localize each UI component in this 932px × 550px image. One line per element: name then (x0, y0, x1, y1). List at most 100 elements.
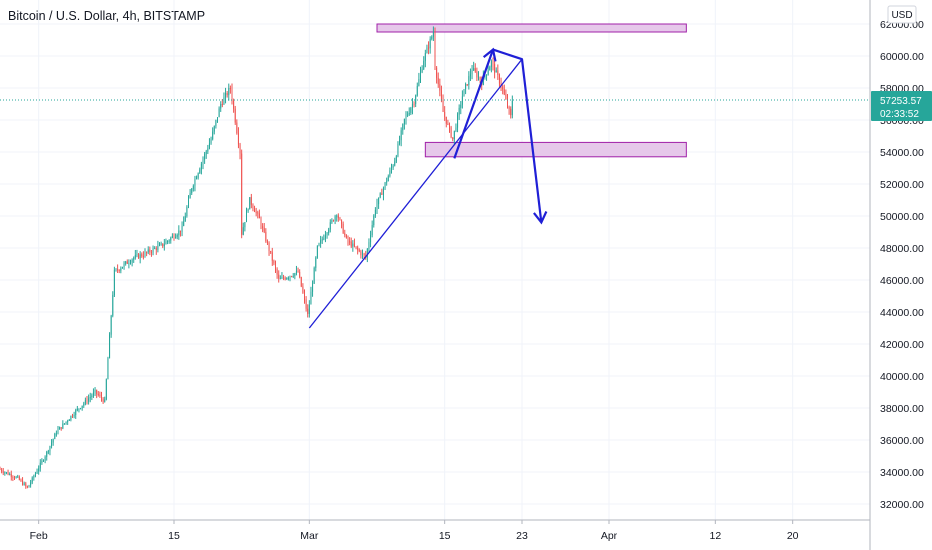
candle-body (276, 268, 278, 275)
candle-body (236, 122, 238, 134)
candle-body (352, 243, 354, 247)
candle-body (118, 270, 120, 272)
candlestick-series (0, 26, 513, 489)
candle-body (292, 276, 294, 278)
candle-body (44, 456, 46, 461)
candle-body (102, 398, 104, 402)
candle-body (179, 230, 181, 232)
time-axis[interactable]: Feb 15 Mar 15 23 Apr 12 20 (0, 519, 870, 542)
candle-body (188, 198, 189, 208)
candle-body (424, 53, 426, 61)
candle-body (392, 165, 394, 168)
candle-body (471, 70, 473, 75)
candle-body (415, 95, 417, 104)
candle-body (421, 69, 423, 73)
candle-body (41, 460, 43, 463)
candle-body (167, 241, 169, 243)
candle-body (266, 241, 268, 243)
candle-body (305, 299, 307, 309)
candle-body (337, 215, 339, 219)
x-tick-label: Mar (300, 530, 319, 542)
candle-body (18, 476, 20, 480)
candle-body (212, 131, 214, 140)
candle-body (407, 114, 409, 116)
candle-body (479, 77, 481, 81)
candle-body (9, 474, 11, 476)
candle-body (81, 405, 83, 409)
candle-body (117, 269, 119, 271)
candle-body (234, 108, 236, 123)
candle-body (67, 420, 69, 422)
candle-body (263, 227, 265, 232)
currency-label: USD (891, 10, 912, 21)
candle-body (5, 472, 7, 474)
candle-body (247, 209, 249, 212)
candle-body (68, 419, 70, 421)
candle-body (300, 277, 302, 287)
price-axis[interactable]: 32000.00 34000.00 36000.00 38000.00 40000.00… (869, 0, 924, 550)
grid-lines (0, 0, 870, 520)
candle-body (86, 399, 88, 402)
candle-body (507, 99, 508, 107)
candle-body (110, 315, 112, 335)
candle-body (105, 379, 107, 400)
candle-body (460, 104, 462, 108)
candle-body (12, 476, 14, 478)
candle-body (254, 208, 256, 212)
candle-body (181, 226, 183, 232)
candle-body (302, 286, 304, 293)
y-tick-label: 34000.00 (880, 467, 924, 479)
candle-body (46, 451, 48, 457)
candle-body (109, 334, 111, 359)
candle-body (121, 266, 123, 269)
candle-body (502, 86, 504, 90)
candle-body (336, 215, 338, 217)
candle-body (486, 74, 488, 76)
candle-body (152, 248, 154, 253)
candle-body (183, 221, 185, 227)
candle-body (78, 408, 80, 410)
candle-body (47, 451, 49, 453)
candle-body (229, 88, 231, 90)
candle-body (186, 207, 188, 216)
x-tick-label: Feb (30, 530, 48, 542)
candle-body (59, 427, 61, 430)
candle-body (278, 274, 280, 279)
candle-body (373, 215, 375, 226)
candle-body (452, 137, 454, 140)
candle-body (15, 476, 17, 478)
candle-body (289, 276, 291, 278)
candle-body (286, 277, 288, 280)
candle-body (376, 204, 378, 210)
candle-body (436, 67, 438, 78)
candle-body (139, 254, 141, 259)
candle-body (295, 270, 297, 274)
candle-body (96, 389, 98, 394)
candle-body (420, 72, 421, 80)
candle-body (233, 100, 235, 109)
candle-body (402, 124, 404, 131)
candle-body (484, 75, 486, 77)
drawings (308, 47, 548, 329)
candle-body (125, 261, 127, 264)
candle-body (43, 460, 44, 462)
candle-body (162, 243, 164, 247)
candle-body (163, 244, 165, 247)
candle-body (237, 133, 239, 145)
candle-body (455, 127, 457, 131)
candle-body (368, 242, 370, 249)
candle-body (382, 188, 384, 195)
candle-body (265, 231, 267, 242)
x-tick-label: 15 (168, 530, 180, 542)
candle-body (99, 394, 101, 396)
candle-body (431, 36, 433, 39)
candle-body (178, 230, 180, 236)
candle-body (413, 103, 415, 105)
candle-body (33, 476, 35, 478)
y-tick-label: 36000.00 (880, 435, 924, 447)
candle-body (157, 245, 159, 250)
candle-body (51, 442, 53, 447)
candle-body (249, 197, 251, 210)
candle-body (7, 472, 9, 475)
